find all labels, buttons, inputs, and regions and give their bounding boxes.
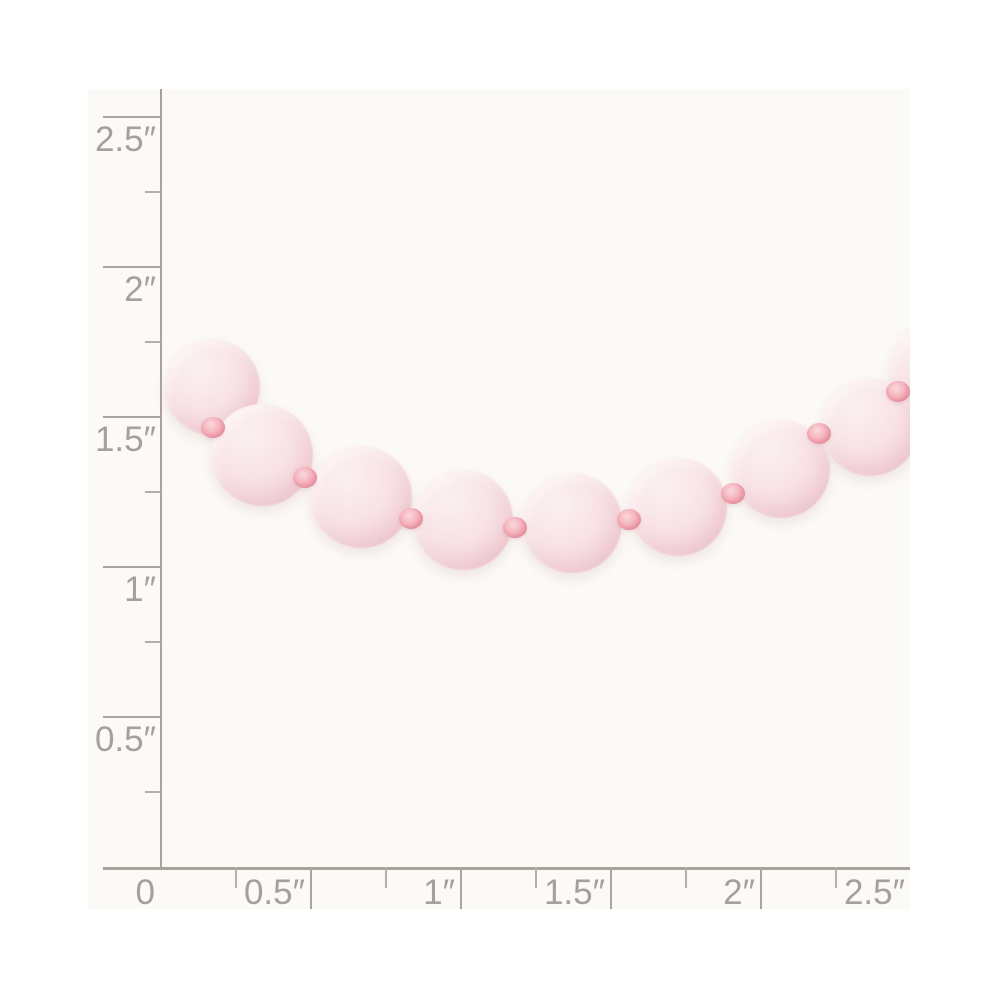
ruler-label: 1″ [124, 570, 156, 609]
ruler-vertical-line [160, 89, 162, 870]
ruler-minor-tick [145, 341, 161, 343]
cord-knot [503, 517, 527, 538]
cord-knot [807, 423, 831, 444]
ruler-minor-tick [835, 867, 837, 888]
ruler-major-tick [760, 867, 762, 909]
ruler-major-tick [460, 867, 462, 909]
ruler-major-tick [103, 266, 161, 268]
cord-knot [617, 509, 641, 530]
ruler-minor-tick [145, 191, 161, 193]
ruler-label: 2″ [124, 270, 156, 309]
ruler-minor-tick [385, 867, 387, 888]
bead [629, 458, 727, 556]
bead [413, 470, 513, 570]
ruler-major-tick [103, 716, 161, 718]
ruler-major-tick [103, 566, 161, 568]
ruler-minor-tick [235, 867, 237, 888]
ruler-minor-tick [145, 791, 161, 793]
ruler-major-tick [103, 416, 161, 418]
ruler-major-tick [103, 116, 161, 118]
cord-knot [399, 508, 423, 529]
product-photo: 2.5″ 2″ 1.5″ 1″ 0.5″ 0 0.5″ 1″ 1.5″ 2″ 2.5″ [88, 89, 910, 909]
ruler-minor-tick [145, 641, 161, 643]
ruler-label: 0.5″ [94, 720, 156, 759]
ruler-label: 1.5″ [543, 873, 605, 909]
ruler-minor-tick [685, 867, 687, 888]
ruler-label: 2.5″ [94, 120, 156, 159]
ruler-horizontal-line [103, 867, 910, 870]
bead [310, 446, 412, 548]
cord-knot [201, 417, 225, 438]
ruler-major-tick [310, 867, 312, 909]
bead [522, 473, 622, 573]
ruler-label: 1″ [423, 873, 455, 909]
cord-knot [721, 483, 745, 504]
ruler-minor-tick [535, 867, 537, 888]
ruler-label: 0.5″ [243, 873, 305, 909]
cord-knot [293, 467, 317, 488]
ruler-major-tick [610, 867, 612, 909]
bead [211, 404, 313, 506]
ruler-label: 1.5″ [94, 420, 156, 459]
cord-knot [886, 381, 910, 402]
ruler-label: 2.5″ [843, 873, 905, 909]
ruler-minor-tick [145, 491, 161, 493]
ruler-label: 2″ [723, 873, 755, 909]
ruler-label: 0 [135, 873, 155, 909]
